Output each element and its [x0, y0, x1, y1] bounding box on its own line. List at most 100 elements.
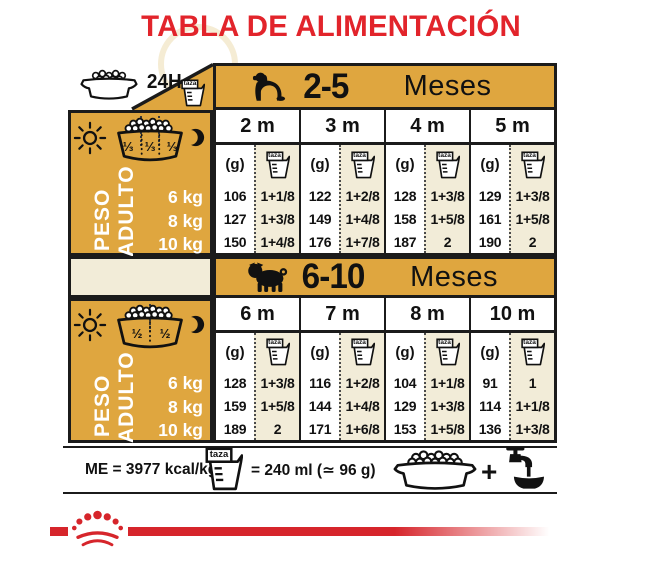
- cups-value: 1+3/8: [515, 187, 550, 204]
- month-header: 6 m: [216, 298, 299, 333]
- month-column-6m: 6 m (g) 128 159 189 taza 1+3/8 1+5/8 2: [216, 298, 299, 440]
- cups-value: 1+2/8: [345, 187, 380, 204]
- age-unit: Meses: [403, 70, 492, 102]
- grams-value: 159: [223, 397, 247, 414]
- taza-cup-icon-large: taza: [205, 447, 243, 491]
- grams-value: 149: [308, 210, 332, 227]
- taza-cup-icon: taza: [181, 79, 205, 107]
- food-bowl-24h-icon: [76, 68, 142, 104]
- plus-sign: +: [481, 456, 498, 487]
- month-column-5m: 5 m (g) 129 161 190 taza 1+3/8 1+5/8 2: [469, 110, 554, 253]
- month-column-7m: 7 m (g) 116 144 171 taza 1+2/8 1+4/8 1+6…: [299, 298, 384, 440]
- hours-label: 24H: [146, 71, 182, 93]
- portion-label: ⅓: [122, 139, 134, 154]
- food-bowl-icon: [390, 450, 480, 492]
- taza-cup-label: taza: [523, 339, 536, 346]
- feeding-grid-6-10: 6 m (g) 128 159 189 taza 1+3/8 1+5/8 2 7…: [213, 298, 557, 443]
- grams-value: 158: [393, 210, 417, 227]
- month-header: 8 m: [386, 298, 469, 333]
- gram-unit: (g): [225, 343, 245, 361]
- grams-value: 144: [308, 397, 332, 414]
- cups-value: 1+4/8: [345, 210, 380, 227]
- grams-value: 129: [478, 187, 502, 204]
- cups-value: 1+1/8: [260, 187, 295, 204]
- taza-cup-label: taza: [438, 339, 451, 346]
- taza-cup-label: taza: [268, 151, 281, 159]
- weight-row-label: 6 kg: [167, 373, 203, 393]
- gram-unit: (g): [310, 343, 330, 361]
- grams-value: 190: [478, 233, 502, 250]
- weight-row-label: 6 kg: [167, 187, 203, 207]
- cup-equivalence: = 240 ml (≃ 96 g): [251, 462, 376, 479]
- grams-value: 176: [308, 233, 332, 250]
- weight-row-label: 10 kg: [158, 420, 203, 440]
- taza-cup-label: taza: [268, 339, 281, 346]
- weight-panel-1: ⅓ ⅓ ⅓ PESO ADULTO 6 kg 8 kg 10 kg: [68, 110, 213, 257]
- weight-row-label: 8 kg: [167, 211, 203, 231]
- taza-cup-icon: taza: [521, 338, 545, 366]
- cups-value: 1+5/8: [260, 397, 295, 414]
- grams-value: 104: [393, 374, 417, 391]
- puppy-icon: [252, 71, 286, 102]
- taza-cup-label: taza: [438, 151, 451, 159]
- cups-value: 1+4/8: [260, 233, 295, 250]
- weight-row-label: 10 kg: [158, 234, 203, 254]
- grams-value: 136: [478, 420, 502, 437]
- grams-value: 127: [223, 210, 247, 227]
- grams-value: 161: [478, 210, 502, 227]
- cups-value: 1+3/8: [430, 187, 465, 204]
- cups-value: 1+7/8: [345, 233, 380, 250]
- gram-unit: (g): [395, 156, 415, 173]
- month-column-8m: 8 m (g) 104 129 153 taza 1+1/8 1+3/8 1+5…: [384, 298, 469, 440]
- cups-value: 2: [443, 233, 452, 250]
- month-column-10m: 10 m (g) 91 114 136 taza 1 1+1/8 1+3/8: [469, 298, 554, 440]
- taza-cup-label: taza: [353, 151, 366, 159]
- gram-unit: (g): [480, 343, 500, 361]
- gram-unit: (g): [395, 343, 415, 361]
- grams-value: 150: [223, 233, 247, 250]
- cups-value: 2: [528, 233, 537, 250]
- taza-cup-icon: taza: [436, 151, 460, 179]
- pug-icon: [246, 262, 288, 292]
- gram-unit: (g): [480, 156, 500, 173]
- footer-bottom-divider: [63, 492, 557, 494]
- cups-value: 1+6/8: [345, 420, 380, 437]
- weight-row-label: 8 kg: [167, 397, 203, 417]
- grams-value: 189: [223, 420, 247, 437]
- taza-cup-icon: taza: [436, 338, 460, 366]
- portion-label: ⅓: [166, 139, 178, 154]
- taza-cup-label: taza: [209, 449, 229, 460]
- month-header: 10 m: [471, 298, 554, 333]
- taza-cup-icon: taza: [351, 151, 375, 179]
- cups-value: 1+5/8: [430, 210, 465, 227]
- portion-label: ½: [159, 326, 171, 341]
- month-header: 4 m: [386, 110, 469, 145]
- cups-value: 1+3/8: [260, 210, 295, 227]
- brand-bar-right: [128, 527, 558, 536]
- grams-value: 128: [393, 187, 417, 204]
- grams-value: 116: [309, 374, 331, 391]
- age-range: 6-10: [301, 257, 366, 296]
- month-column-4m: 4 m (g) 128 158 187 taza 1+3/8 1+5/8 2: [384, 110, 469, 253]
- taza-cup-label: taza: [353, 339, 366, 346]
- cups-value: 1+3/8: [515, 420, 550, 437]
- brand-bar-left: [50, 527, 68, 536]
- cups-value: 1: [528, 374, 537, 391]
- cups-value: 1+1/8: [515, 397, 550, 414]
- grams-value: 129: [393, 397, 417, 414]
- energy-info: ME = 3977 kcal/kg: [85, 461, 218, 478]
- sun-icon: [73, 121, 107, 155]
- corner-empty-cell: [68, 256, 213, 298]
- taza-cup-icon: taza: [351, 338, 375, 366]
- cups-value: 1+2/8: [345, 374, 380, 391]
- cups-value: 1+3/8: [260, 374, 295, 391]
- portion-label: ⅓: [144, 139, 156, 154]
- page-title: TABLA DE ALIMENTACIÓN: [141, 10, 521, 43]
- water-tap-icon: [500, 447, 545, 491]
- footer-top-divider: [63, 446, 557, 448]
- grams-value: 114: [479, 397, 501, 414]
- feeding-grid-2-5: 2 m (g) 106 127 150 taza 1+1/8 1+3/8 1+4…: [213, 110, 557, 256]
- grams-value: 122: [308, 187, 332, 204]
- gram-unit: (g): [225, 156, 245, 173]
